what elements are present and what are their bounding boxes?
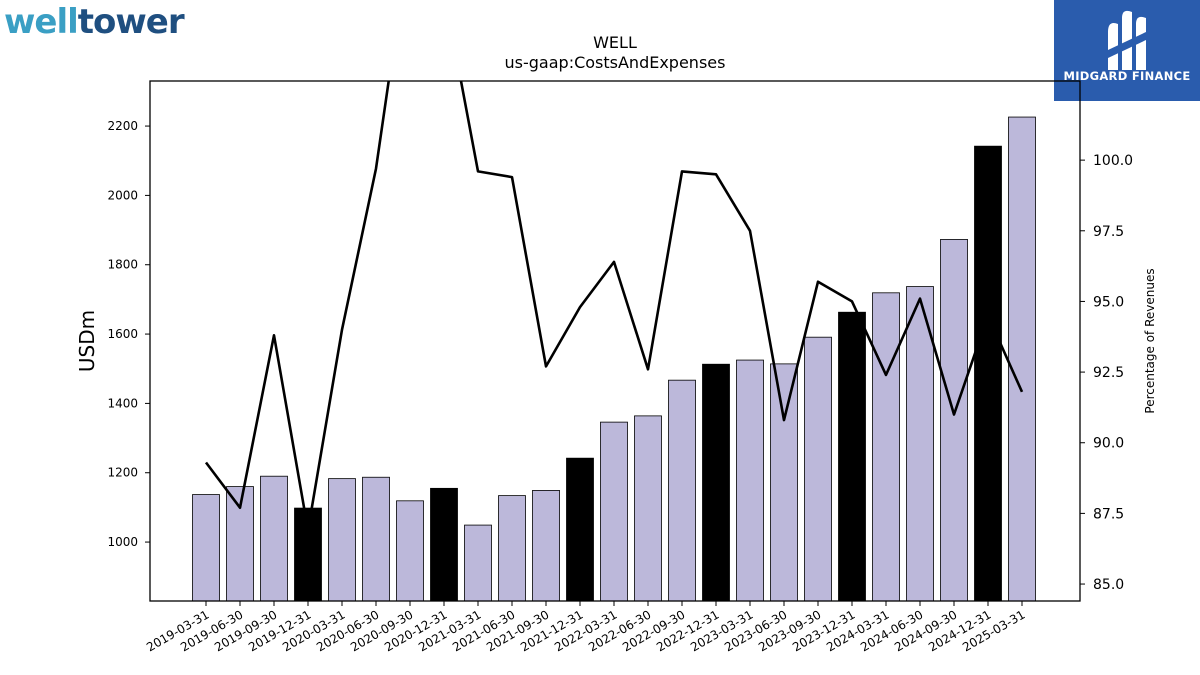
chart-title: WELL — [593, 33, 637, 52]
y-tick-1000: 1000 — [107, 535, 138, 549]
chart-subtitle: us-gaap:CostsAndExpenses — [505, 53, 726, 72]
midgard-mark-icon — [1108, 10, 1146, 70]
bar-2024-06-30 — [906, 286, 934, 602]
y-tick-2200: 2200 — [107, 119, 138, 133]
bar-2019-12-31 — [294, 507, 322, 602]
midgard-finance-logo: MIDGARD FINANCE — [1054, 0, 1200, 101]
y2-tick-85.0: 85.0 — [1093, 577, 1124, 593]
y-tick-1200: 1200 — [107, 466, 138, 480]
bar-2020-09-30 — [396, 500, 424, 602]
percentage-line — [204, 81, 1024, 532]
y-axis-label: USDm — [75, 310, 99, 372]
bar-2022-06-30 — [634, 415, 662, 602]
y2-tick-90.0: 90.0 — [1093, 436, 1124, 452]
bar-2022-03-31 — [600, 421, 628, 602]
bar-2022-12-31 — [702, 363, 730, 602]
bar-2021-03-31 — [464, 524, 492, 602]
bar-2021-06-30 — [498, 495, 526, 602]
bar-2023-12-31 — [838, 311, 866, 602]
y-tick-1800: 1800 — [107, 258, 138, 272]
plot-frame — [149, 80, 1081, 602]
bar-2019-03-31 — [192, 494, 220, 602]
y2-tick-87.5: 87.5 — [1093, 506, 1124, 522]
y2-axis-label: Percentage of Revenues — [1143, 268, 1157, 413]
bar-2024-09-30 — [940, 239, 968, 602]
logo-right-text: MIDGARD FINANCE — [1063, 69, 1191, 83]
bar-2024-12-31 — [974, 145, 1002, 602]
bar-2021-09-30 — [532, 490, 560, 602]
y-tick-1600: 1600 — [107, 327, 138, 341]
logo-left-part2: tower — [77, 2, 185, 42]
y2-tick-100.0: 100.0 — [1093, 153, 1133, 169]
bar-2023-09-30 — [804, 336, 832, 602]
bar-2020-03-31 — [328, 478, 356, 602]
bar-2020-12-31 — [430, 487, 458, 602]
line-group — [204, 81, 1024, 532]
bar-2023-03-31 — [736, 359, 764, 602]
bar-2019-09-30 — [260, 475, 288, 602]
y2-tick-97.5: 97.5 — [1093, 224, 1124, 240]
logo-left-part1: well — [4, 2, 79, 42]
welltower-logo: welltower — [4, 2, 185, 42]
bar-2023-06-30 — [770, 363, 798, 602]
y-tick-2000: 2000 — [107, 188, 138, 202]
y2-tick-95.0: 95.0 — [1093, 294, 1124, 310]
y-tick-1400: 1400 — [107, 396, 138, 410]
bar-2024-03-31 — [872, 292, 900, 602]
bar-2021-12-31 — [566, 457, 594, 602]
bar-2025-03-31 — [1008, 116, 1036, 602]
bar-2022-09-30 — [668, 379, 696, 602]
y2-tick-92.5: 92.5 — [1093, 365, 1124, 381]
bar-2020-06-30 — [362, 476, 390, 602]
bars-group — [192, 116, 1036, 602]
